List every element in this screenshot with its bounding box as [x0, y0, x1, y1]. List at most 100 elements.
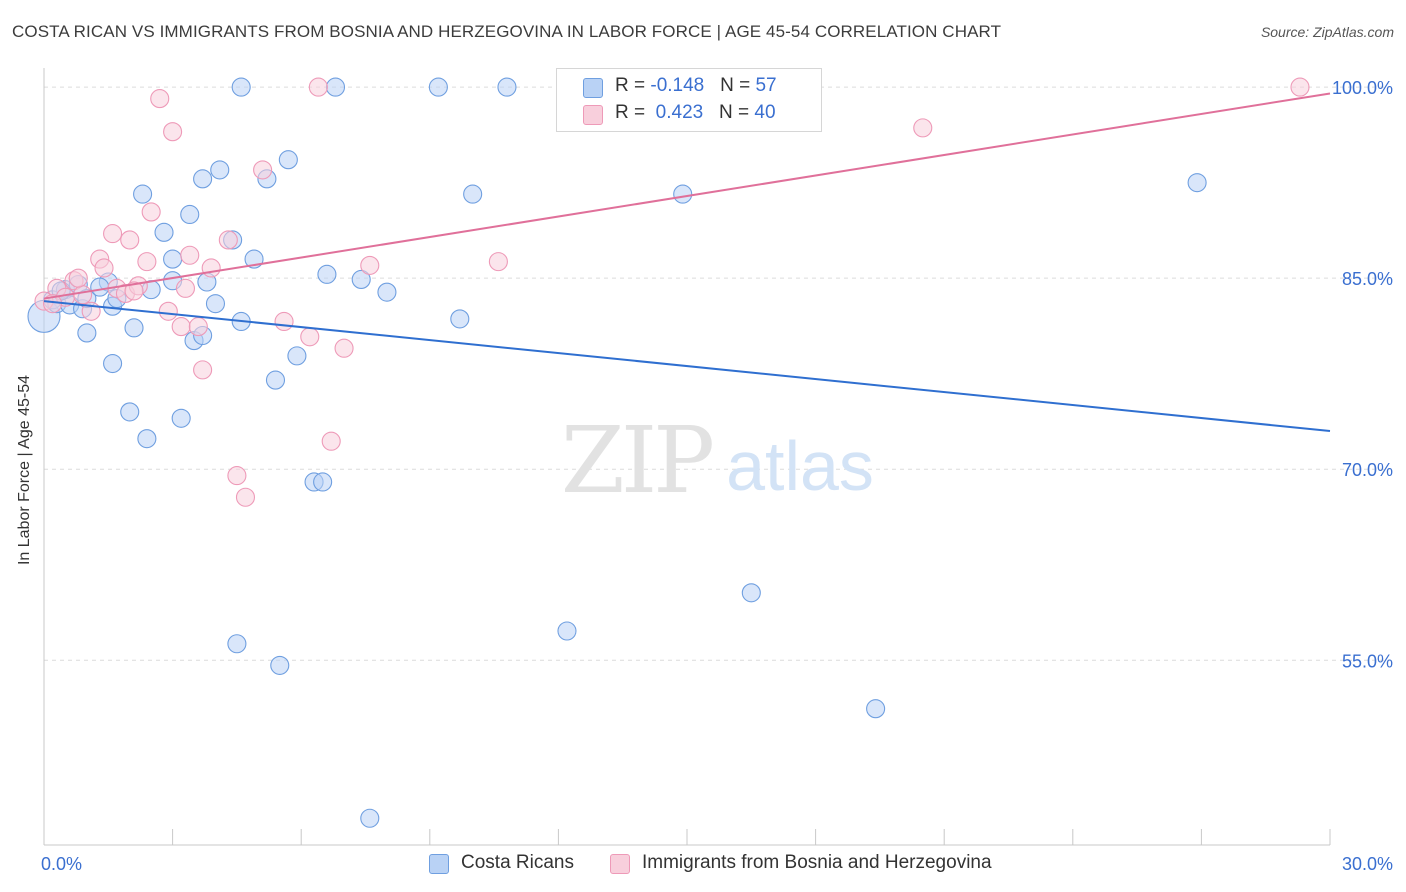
- point-0-13: [124, 318, 144, 338]
- point-0-28: [210, 160, 230, 180]
- x-tick-label-0: 0.0%: [41, 854, 82, 874]
- point-1-35: [913, 118, 933, 138]
- legend-r-value: 0.423: [655, 102, 704, 123]
- trend-line-1: [43, 92, 1331, 300]
- x-tick-label-1: 30.0%: [1342, 854, 1393, 874]
- point-0-42: [325, 77, 346, 97]
- point-1-11: [120, 230, 140, 250]
- y-tick-label-0: 55.0%: [1342, 651, 1393, 671]
- point-0-25: [193, 169, 213, 189]
- point-0-48: [463, 184, 483, 204]
- point-0-21: [171, 408, 191, 428]
- point-0-43: [351, 269, 371, 289]
- point-1-24: [218, 230, 238, 250]
- point-0-36: [270, 655, 290, 675]
- point-1-18: [171, 317, 191, 337]
- point-0-56: [90, 277, 110, 297]
- bottom-legend-label: Costa Ricans: [461, 852, 574, 873]
- point-0-38: [287, 346, 307, 366]
- axes: [43, 68, 1331, 846]
- legend-r-value: -0.148: [650, 75, 705, 96]
- point-1-20: [180, 245, 200, 265]
- correlation-legend: R = -0.148 N = 57 R = 0.423 N = 40: [556, 68, 822, 132]
- point-0-12: [103, 353, 123, 374]
- legend-r-label: R =: [615, 102, 651, 123]
- point-0-53: [866, 699, 886, 719]
- point-1-14: [141, 202, 161, 222]
- point-1-33: [360, 255, 380, 275]
- point-0-20: [163, 249, 183, 269]
- point-1-7: [94, 258, 114, 278]
- legend-n-label: N =: [719, 102, 755, 123]
- legend-n-value: 57: [755, 75, 777, 96]
- legend-n-label: N =: [720, 75, 756, 96]
- watermark-zip: ZIP: [561, 407, 712, 514]
- watermark: ZIP atlas: [561, 407, 874, 514]
- series-bosnia: [34, 77, 1310, 507]
- tick-labels: 55.0% 70.0% 85.0% 100.0% 0.0% 30.0%: [41, 78, 1393, 874]
- point-0-45: [377, 282, 397, 302]
- point-1-34: [488, 252, 508, 272]
- point-0-17: [133, 184, 153, 204]
- point-1-39: [68, 268, 88, 288]
- point-0-22: [180, 204, 200, 225]
- point-1-27: [253, 160, 273, 180]
- bottom-legend-label: Immigrants from Bosnia and Herzegovina: [642, 852, 992, 873]
- point-0-49: [497, 77, 517, 97]
- point-1-15: [150, 89, 170, 109]
- trend-lines: [43, 92, 1331, 433]
- point-0-32: [231, 77, 251, 97]
- point-0-27: [205, 294, 226, 314]
- point-0-41: [317, 264, 337, 284]
- point-0-54: [1187, 173, 1207, 193]
- point-1-21: [188, 317, 208, 337]
- point-0-40: [313, 472, 333, 492]
- bottom-legend-swatch-bosnia: [610, 854, 630, 874]
- point-1-25: [227, 466, 247, 486]
- point-1-38: [124, 281, 144, 301]
- point-1-28: [274, 311, 294, 332]
- legend-n-value: 40: [754, 102, 776, 123]
- point-0-15: [137, 429, 157, 449]
- point-1-16: [158, 301, 178, 321]
- source-label: Source: ZipAtlas.com: [1260, 24, 1394, 40]
- point-0-50: [557, 621, 577, 641]
- point-0-31: [227, 634, 247, 654]
- point-0-18: [154, 222, 174, 242]
- point-0-47: [450, 309, 470, 329]
- y-tick-label-2: 85.0%: [1342, 269, 1393, 289]
- y-tick-label-3: 100.0%: [1332, 78, 1393, 98]
- point-1-4: [73, 285, 93, 305]
- y-tick-label-1: 70.0%: [1342, 460, 1393, 480]
- point-0-7: [77, 323, 97, 343]
- point-0-51: [673, 184, 693, 204]
- point-0-37: [278, 150, 298, 170]
- point-1-17: [163, 122, 183, 142]
- grid-lines: [44, 86, 1390, 661]
- chart-title: COSTA RICAN VS IMMIGRANTS FROM BOSNIA AN…: [12, 22, 1002, 41]
- point-0-44: [360, 808, 380, 828]
- point-1-26: [235, 487, 256, 507]
- point-1-23: [201, 258, 221, 278]
- point-0-52: [741, 583, 761, 603]
- watermark-atlas: atlas: [726, 427, 874, 505]
- point-0-46: [428, 77, 448, 97]
- point-0-14: [120, 402, 140, 422]
- point-1-30: [308, 77, 328, 97]
- point-1-31: [321, 431, 341, 451]
- bottom-legend-swatch-costa-ricans: [429, 854, 449, 874]
- legend-r-label: R =: [615, 75, 651, 96]
- point-1-22: [193, 360, 213, 380]
- legend-swatch-bosnia: [583, 105, 603, 125]
- point-1-36: [1290, 77, 1310, 97]
- trend-line-0: [43, 300, 1331, 433]
- point-1-19: [175, 278, 196, 298]
- legend-swatch-costa-ricans: [583, 78, 603, 98]
- point-1-13: [137, 252, 157, 272]
- point-1-8: [103, 224, 123, 244]
- point-1-32: [334, 338, 354, 358]
- y-axis-label: In Labor Force | Age 45-54: [16, 374, 33, 566]
- point-1-29: [300, 327, 320, 347]
- point-0-35: [265, 370, 286, 390]
